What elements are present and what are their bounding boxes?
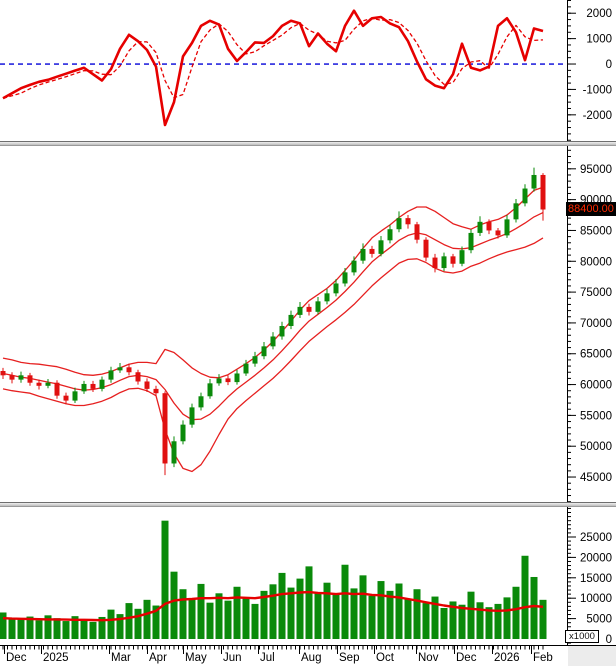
- svg-text:Apr: Apr: [149, 652, 167, 664]
- svg-text:-2000: -2000: [583, 110, 612, 122]
- panel-splitter-top[interactable]: [0, 141, 616, 146]
- svg-text:15000: 15000: [580, 573, 612, 585]
- last-price-tag: 88400.00: [566, 202, 616, 216]
- svg-text:55000: 55000: [580, 410, 612, 422]
- price-panel[interactable]: 9500090000850008000075000700006500060000…: [0, 146, 616, 502]
- svg-text:Jun: Jun: [223, 652, 242, 664]
- svg-text:75000: 75000: [580, 287, 612, 299]
- svg-text:-1000: -1000: [583, 84, 612, 96]
- time-axis-ticks: [0, 645, 616, 666]
- svg-text:Sep: Sep: [339, 652, 359, 664]
- y-axis: 2000 1000 0 -1000 -2000: [567, 0, 612, 141]
- svg-text:Feb: Feb: [533, 652, 553, 664]
- svg-text:20000: 20000: [580, 552, 612, 564]
- panel-splitter-bottom[interactable]: [0, 502, 616, 507]
- time-axis-labels: Dec 2025 Mar Apr May Jun Jul Aug Sep Oct Nov Dec 202…: [6, 652, 553, 664]
- svg-text:May: May: [185, 652, 207, 664]
- svg-text:0: 0: [606, 634, 612, 645]
- svg-text:0: 0: [606, 59, 612, 71]
- svg-text:70000: 70000: [580, 318, 612, 330]
- oscillator-main-line: [2, 9, 544, 127]
- svg-text:65000: 65000: [580, 349, 612, 361]
- svg-text:2025: 2025: [43, 652, 69, 664]
- volume-ma-line: [2, 590, 544, 622]
- svg-text:Oct: Oct: [376, 652, 395, 664]
- oscillator-panel[interactable]: 2000 1000 0 -1000 -2000: [0, 0, 616, 141]
- svg-text:50000: 50000: [580, 441, 612, 453]
- volume-unit-label: x1000: [565, 630, 599, 643]
- svg-text:80000: 80000: [580, 256, 612, 268]
- y-axis: 9500090000850008000075000700006500060000…: [567, 146, 612, 502]
- oscillator-signal-line: [2, 17, 544, 99]
- svg-text:95000: 95000: [580, 164, 612, 176]
- svg-text:85000: 85000: [580, 225, 612, 237]
- svg-text:10000: 10000: [580, 593, 612, 605]
- svg-text:Jul: Jul: [260, 652, 275, 664]
- volume-bars: [0, 520, 547, 640]
- volume-panel[interactable]: 25000 20000 15000 10000 5000 0: [0, 507, 616, 645]
- svg-text:Dec: Dec: [456, 652, 477, 664]
- svg-text:5000: 5000: [586, 614, 612, 626]
- svg-text:2000: 2000: [586, 8, 612, 20]
- bollinger-lower-band: [2, 237, 544, 473]
- svg-text:45000: 45000: [580, 472, 612, 484]
- svg-text:Dec: Dec: [6, 652, 27, 664]
- time-axis: Dec 2025 Mar Apr May Jun Jul Aug Sep Oct Nov Dec 202…: [0, 645, 616, 666]
- candlestick-series: [0, 167, 546, 476]
- svg-text:60000: 60000: [580, 380, 612, 392]
- y-axis: 25000 20000 15000 10000 5000 0: [567, 507, 612, 645]
- svg-text:Mar: Mar: [111, 652, 131, 664]
- svg-text:25000: 25000: [580, 532, 612, 544]
- svg-text:Nov: Nov: [418, 652, 439, 664]
- svg-text:1000: 1000: [586, 34, 612, 46]
- svg-text:Aug: Aug: [301, 652, 321, 664]
- svg-text:2026: 2026: [494, 652, 520, 664]
